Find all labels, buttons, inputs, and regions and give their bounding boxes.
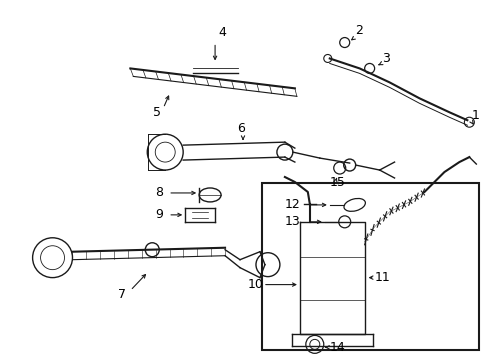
Text: 6: 6 — [237, 122, 244, 135]
Text: 8: 8 — [155, 186, 163, 199]
Text: 9: 9 — [155, 208, 163, 221]
Text: 2: 2 — [354, 24, 362, 37]
Text: 7: 7 — [118, 288, 126, 301]
Text: 5: 5 — [153, 106, 161, 119]
Text: 14: 14 — [329, 341, 345, 354]
Text: 3: 3 — [381, 52, 388, 65]
Text: 12: 12 — [285, 198, 300, 211]
Bar — [262, 183, 478, 350]
Text: 13: 13 — [285, 215, 300, 228]
Text: 4: 4 — [218, 26, 225, 39]
Text: 15: 15 — [329, 176, 345, 189]
Text: 10: 10 — [247, 278, 264, 291]
Text: 11: 11 — [374, 271, 389, 284]
Text: 1: 1 — [470, 109, 478, 122]
